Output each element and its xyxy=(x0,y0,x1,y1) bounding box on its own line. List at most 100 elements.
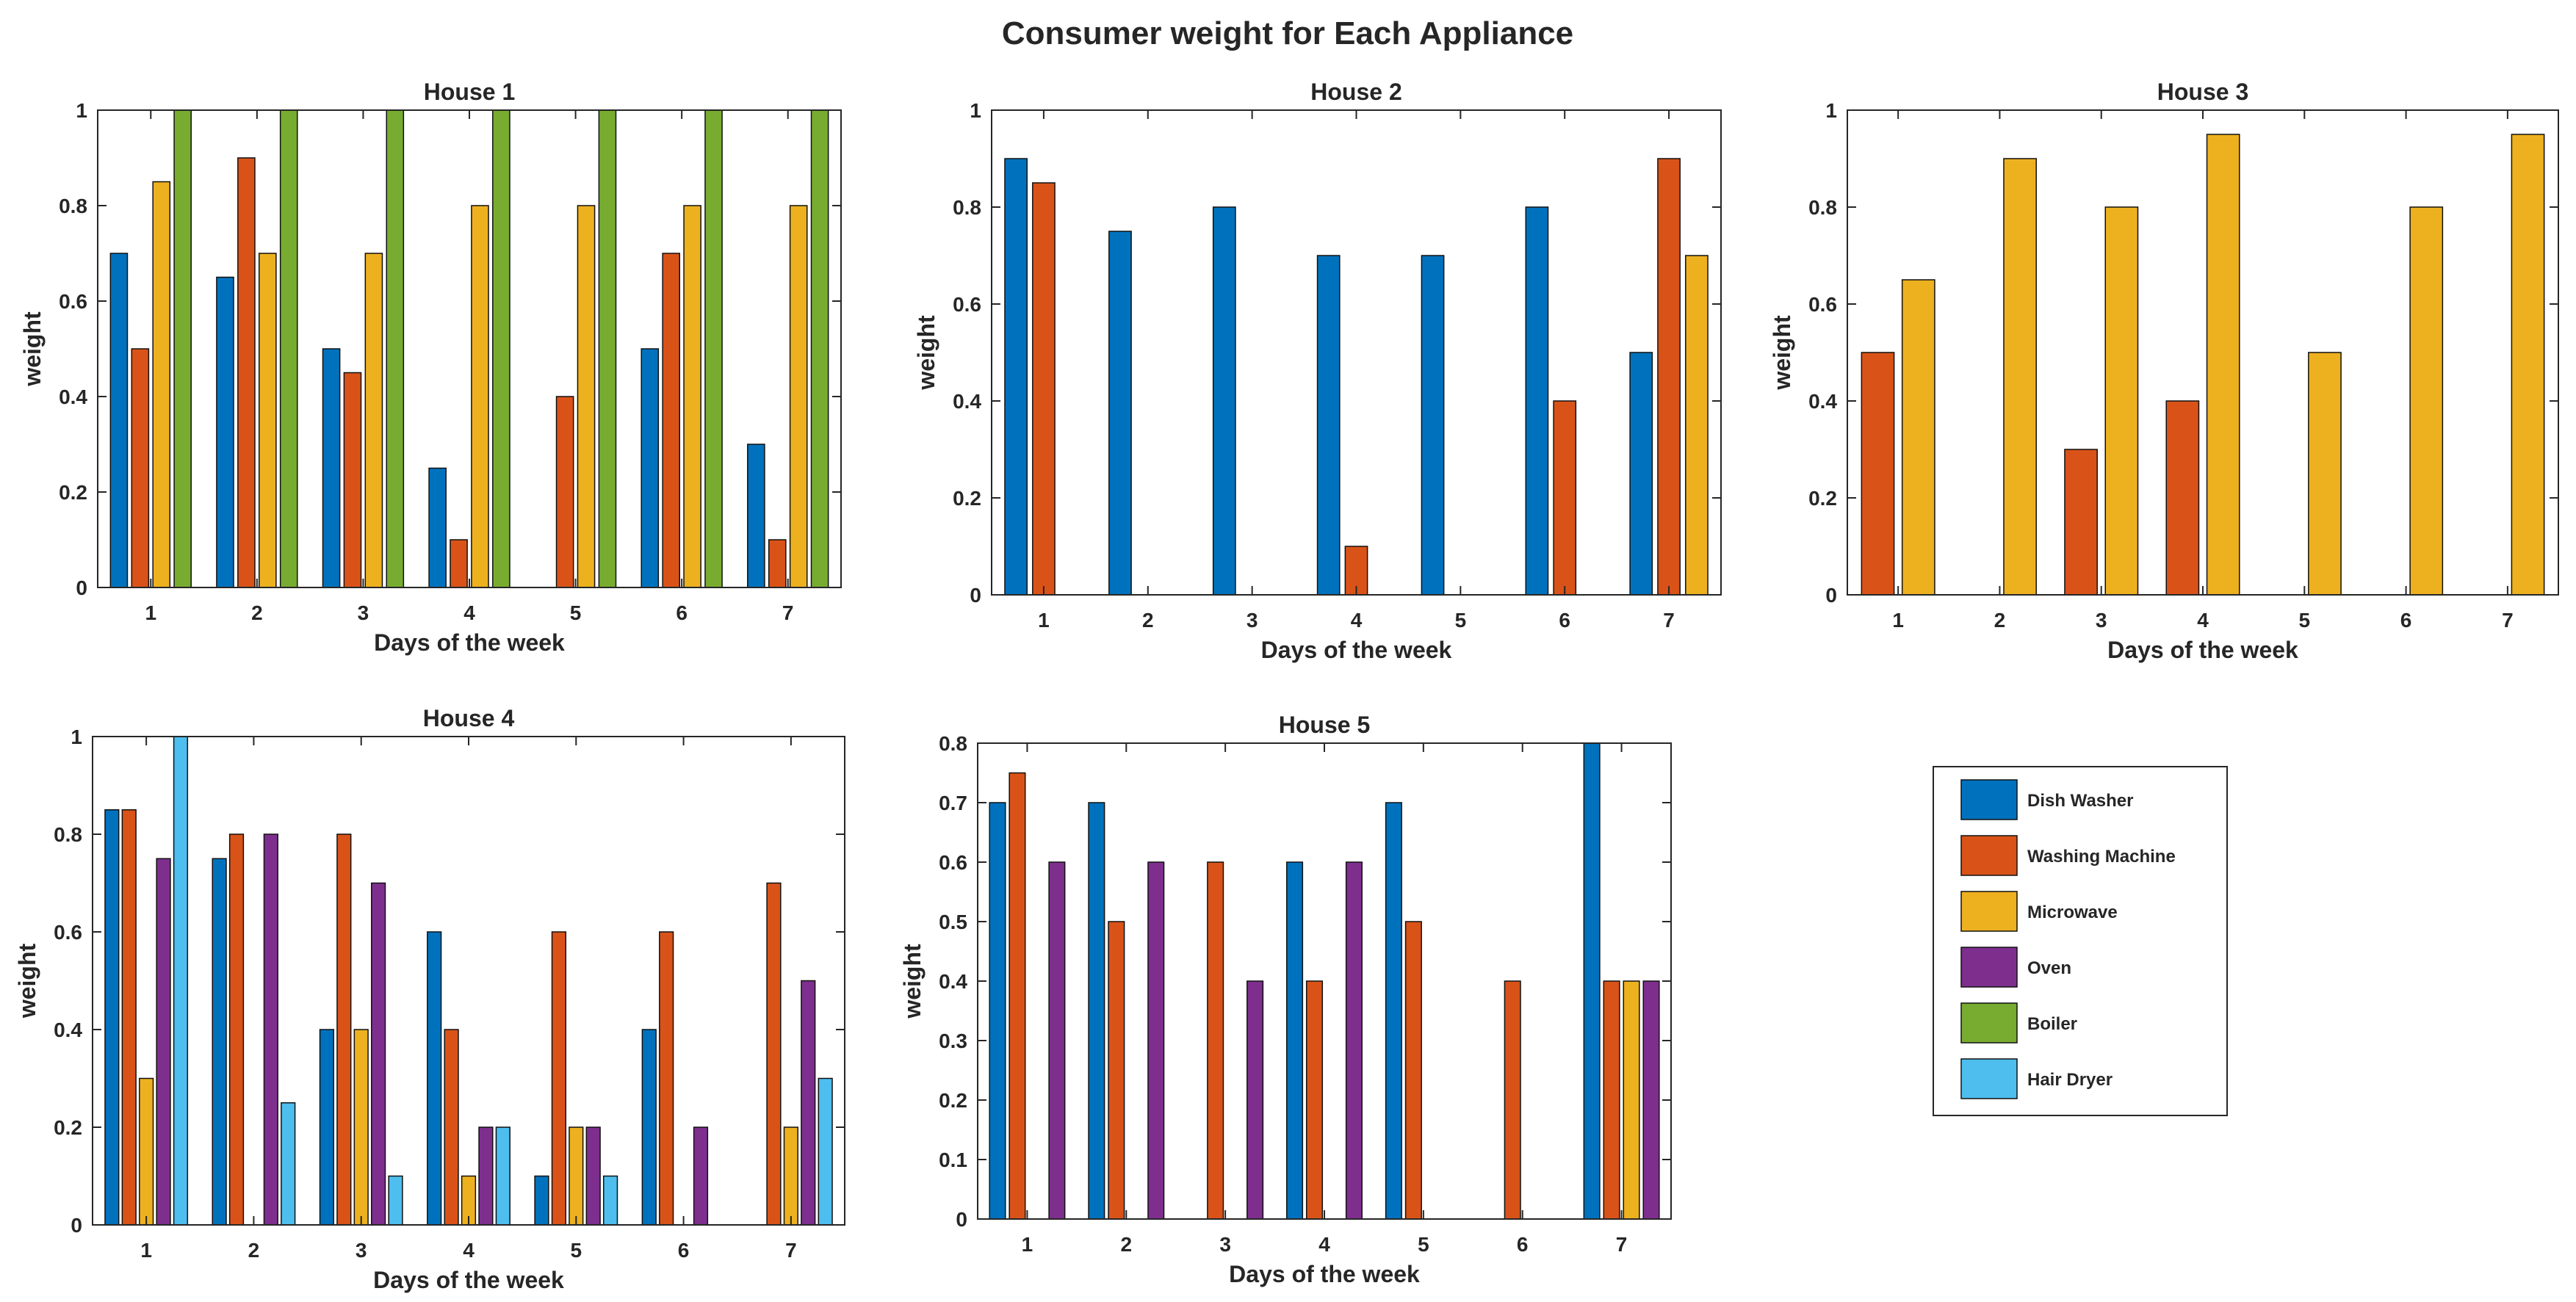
bar-washing-machine-day-5 xyxy=(1404,921,1422,1220)
panel-house-2: 0 0.2 0.4 0.6 0.8 1 1 2 3 4 5 6 7 House 2 Days of the … xyxy=(913,79,1722,663)
bar-dish-washer-day-3 xyxy=(1212,206,1236,596)
bar-washing-machine-day-4 xyxy=(1305,980,1324,1220)
x-tick-label: 7 xyxy=(1616,1233,1628,1256)
bar-dish-washer-day-7 xyxy=(747,444,765,588)
bar-dish-washer-day-4 xyxy=(1286,861,1304,1220)
bar-dish-washer-day-7 xyxy=(1629,352,1653,596)
x-tick-label: 1 xyxy=(145,601,156,624)
figure-title: Consumer weight for Each Appliance xyxy=(1002,15,1573,51)
y-tick-label: 0.2 xyxy=(1808,487,1837,510)
bar-microwave-day-6 xyxy=(2409,206,2444,596)
y-tick-label: 0 xyxy=(1825,584,1837,607)
y-tick-label: 0.4 xyxy=(953,390,981,413)
bar-microwave-day-3 xyxy=(2104,206,2139,596)
bar-dish-washer-day-4 xyxy=(428,467,447,588)
bar-washing-machine-day-7 xyxy=(1603,980,1620,1220)
legend-swatch-boiler xyxy=(1960,1002,2018,1044)
y-tick-label: 0.7 xyxy=(939,792,967,814)
bar-washing-machine-day-2 xyxy=(1108,921,1125,1220)
bar-washing-machine-day-2 xyxy=(228,833,245,1226)
x-tick-label: 1 xyxy=(1892,609,1904,632)
x-tick-label: 5 xyxy=(1418,1233,1429,1256)
x-axis-label: Days of the week xyxy=(1261,637,1452,663)
legend-swatch-microwave xyxy=(1960,891,2018,932)
legend-swatch-hair-dryer xyxy=(1960,1058,2018,1099)
y-tick-label: 0.4 xyxy=(939,970,967,993)
y-tick-label: 0.2 xyxy=(59,481,87,504)
bar-oven-day-2 xyxy=(263,833,278,1226)
bar-washing-machine-day-6 xyxy=(659,931,674,1226)
bar-washing-machine-day-3 xyxy=(1207,861,1224,1220)
bar-microwave-day-4 xyxy=(2206,134,2240,596)
x-tick-label: 6 xyxy=(2400,609,2412,632)
bar-washing-machine-day-7 xyxy=(1657,158,1681,596)
bar-washing-machine-day-4 xyxy=(2165,400,2200,596)
plot-background xyxy=(978,743,1671,1219)
x-tick-label: 2 xyxy=(248,1239,260,1262)
bar-washing-machine-day-1 xyxy=(1009,772,1026,1220)
y-axis-label: weight xyxy=(14,943,40,1019)
x-tick-label: 6 xyxy=(678,1239,690,1262)
chart-panels: 0 0.2 0.4 0.6 0.8 1 1 2 3 4 5 6 7 House 1 Days of the … xyxy=(14,79,2559,1293)
bar-microwave-day-1 xyxy=(152,181,171,588)
bar-oven-day-2 xyxy=(1147,861,1165,1220)
y-tick-label: 0.8 xyxy=(953,196,981,219)
bar-oven-day-4 xyxy=(478,1126,494,1226)
bar-dish-washer-day-5 xyxy=(1421,255,1445,596)
bar-microwave-day-7 xyxy=(1623,980,1640,1220)
y-tick-label: 0.8 xyxy=(1808,196,1837,219)
bar-microwave-day-7 xyxy=(783,1126,798,1226)
x-axis-label: Days of the week xyxy=(1229,1261,1420,1287)
bar-dish-washer-day-6 xyxy=(641,348,660,588)
x-tick-label: 7 xyxy=(782,601,794,624)
plot-frame xyxy=(92,736,845,1226)
bar-dish-washer-day-4 xyxy=(427,931,442,1226)
plot-frame xyxy=(97,109,842,588)
legend-box xyxy=(1933,766,2228,1116)
y-tick-label: 0.8 xyxy=(59,195,87,217)
x-tick-label: 6 xyxy=(1517,1233,1529,1256)
y-tick-label: 1 xyxy=(76,99,87,122)
x-tick-label: 4 xyxy=(1318,1233,1330,1256)
bar-washing-machine-day-6 xyxy=(1553,400,1577,596)
legend-label: Dish Washer xyxy=(2027,791,2133,811)
bar-oven-day-1 xyxy=(1048,861,1066,1220)
y-tick-label: 0.2 xyxy=(939,1089,967,1112)
x-axis-label: Days of the week xyxy=(373,1267,564,1293)
bar-hair-dryer-day-4 xyxy=(495,1126,510,1226)
bar-microwave-day-7 xyxy=(1685,255,1709,596)
y-tick-label: 0.6 xyxy=(939,851,967,874)
bar-microwave-day-4 xyxy=(471,205,489,588)
x-tick-label: 5 xyxy=(1455,609,1467,632)
bar-hair-dryer-day-5 xyxy=(602,1175,618,1226)
bar-dish-washer-day-3 xyxy=(319,1029,335,1226)
y-tick-label: 1 xyxy=(1825,99,1837,122)
y-tick-label: 0.5 xyxy=(939,911,967,933)
plot-background xyxy=(93,737,845,1225)
bar-dish-washer-day-4 xyxy=(1316,255,1341,596)
x-tick-label: 3 xyxy=(358,601,369,624)
legend-label: Boiler xyxy=(2027,1014,2077,1034)
x-tick-label: 3 xyxy=(1219,1233,1231,1256)
panel-title: House 3 xyxy=(2157,79,2248,105)
x-tick-label: 1 xyxy=(1022,1233,1033,1256)
y-tick-label: 0 xyxy=(71,1214,82,1237)
bar-washing-machine-day-7 xyxy=(768,539,787,588)
x-tick-label: 4 xyxy=(463,601,475,624)
x-tick-label: 2 xyxy=(251,601,263,624)
bar-washing-machine-day-5 xyxy=(551,931,566,1226)
bar-washing-machine-day-3 xyxy=(2064,449,2098,596)
x-axis-label: Days of the week xyxy=(374,629,565,656)
y-tick-label: 0.1 xyxy=(939,1149,967,1171)
bar-hair-dryer-day-3 xyxy=(388,1175,403,1226)
panel-title: House 4 xyxy=(423,705,515,731)
bar-washing-machine-day-6 xyxy=(1504,980,1521,1220)
plot-background xyxy=(98,110,841,587)
bar-boiler-day-4 xyxy=(492,109,510,588)
panel-title: House 2 xyxy=(1310,79,1401,105)
panel-house-1: 0 0.2 0.4 0.6 0.8 1 1 2 3 4 5 6 7 House 1 Days of the … xyxy=(19,79,842,656)
x-tick-label: 3 xyxy=(2096,609,2107,632)
panel-title: House 5 xyxy=(1279,712,1370,738)
x-tick-label: 3 xyxy=(356,1239,367,1262)
